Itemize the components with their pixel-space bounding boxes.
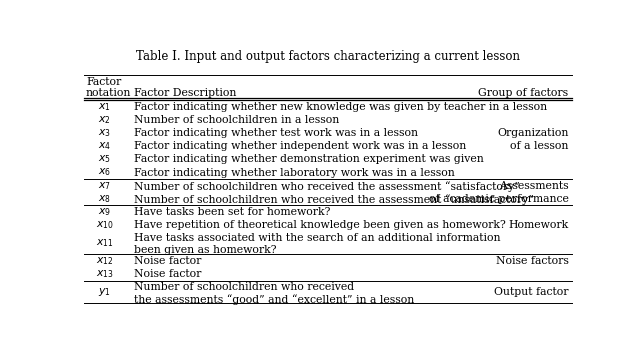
Text: Factor indicating whether new knowledge was given by teacher in a lesson: Factor indicating whether new knowledge … [134,102,547,112]
Text: Table I. Input and output factors characterizing a current lesson: Table I. Input and output factors charac… [136,50,520,63]
Text: Factor: Factor [86,76,121,87]
Text: notation: notation [86,88,131,98]
Text: been given as homework?: been given as homework? [134,245,276,255]
Text: $x_{12}$: $x_{12}$ [96,255,113,267]
Text: $x_8$: $x_8$ [99,193,111,205]
Text: $x_{10}$: $x_{10}$ [96,219,114,231]
Text: $x_4$: $x_4$ [99,140,111,152]
Text: Number of schoolchildren who received the assessment “satisfactory”: Number of schoolchildren who received th… [134,181,519,191]
Text: of a lesson: of a lesson [510,141,568,151]
Text: Noise factor: Noise factor [134,256,201,266]
Text: Group of factors: Group of factors [479,88,568,98]
Text: $x_9$: $x_9$ [99,206,111,218]
Text: $y_1$: $y_1$ [99,286,111,298]
Text: Factor Description: Factor Description [134,88,236,98]
Text: Number of schoolchildren who received: Number of schoolchildren who received [134,282,354,292]
Text: Noise factors: Noise factors [496,256,568,266]
Text: $x_{13}$: $x_{13}$ [96,268,114,280]
Text: Factor indicating whether independent work was in a lesson: Factor indicating whether independent wo… [134,141,466,151]
Text: Have repetition of theoretical knowledge been given as homework?: Have repetition of theoretical knowledge… [134,220,506,230]
Text: $x_6$: $x_6$ [99,167,111,178]
Text: Factor indicating whether test work was in a lesson: Factor indicating whether test work was … [134,128,417,138]
Text: the assessments “good” and “excellent” in a lesson: the assessments “good” and “excellent” i… [134,294,414,305]
Text: $x_7$: $x_7$ [99,180,111,192]
Text: Homework: Homework [508,220,568,230]
Text: $x_5$: $x_5$ [99,154,111,165]
Text: Factor indicating whether demonstration experiment was given: Factor indicating whether demonstration … [134,154,483,164]
Text: Assessments: Assessments [499,181,568,191]
Text: of academic performance: of academic performance [429,194,568,204]
Text: $x_{11}$: $x_{11}$ [96,237,114,249]
Text: Output factor: Output factor [494,287,568,297]
Text: Organization: Organization [497,128,568,138]
Text: Have tasks associated with the search of an additional information: Have tasks associated with the search of… [134,233,500,243]
Text: Have tasks been set for homework?: Have tasks been set for homework? [134,207,330,217]
Text: $x_3$: $x_3$ [99,127,111,139]
Text: Factor indicating whether laboratory work was in a lesson: Factor indicating whether laboratory wor… [134,168,454,178]
Text: Number of schoolchildren in a lesson: Number of schoolchildren in a lesson [134,115,339,125]
Text: $x_1$: $x_1$ [99,101,111,113]
Text: Number of schoolchildren who received the assessment “unsatisfactory”: Number of schoolchildren who received th… [134,194,533,205]
Text: Noise factor: Noise factor [134,269,201,279]
Text: $x_2$: $x_2$ [99,114,111,126]
